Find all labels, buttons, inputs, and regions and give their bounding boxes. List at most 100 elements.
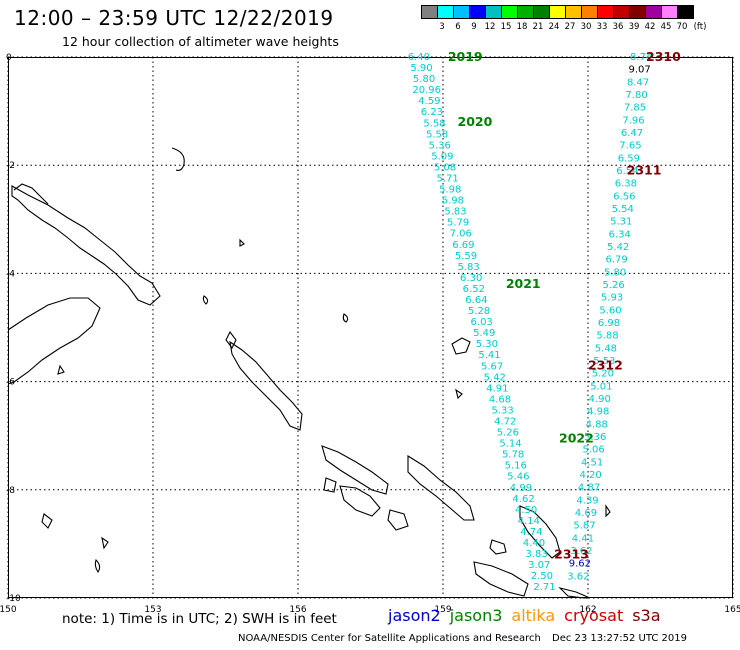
swh-value: 4.51 xyxy=(581,457,603,468)
timestamp: Dec 23 13:27:52 UTC 2019 xyxy=(552,633,687,644)
legend-unit: (ft) xyxy=(693,22,707,32)
swh-value: 5.20 xyxy=(592,369,614,380)
swh-value: 5.33 xyxy=(491,405,513,416)
swh-value: 6.54 xyxy=(616,166,638,177)
time-label: 2020 xyxy=(458,114,493,129)
swh-value: 9.62 xyxy=(569,559,591,570)
swh-value: 7.06 xyxy=(450,229,472,240)
swh-value: 5.87 xyxy=(573,521,595,532)
swh-value: 5.28 xyxy=(468,306,490,317)
swh-value: 5.58 xyxy=(426,129,448,140)
swh-value: 6.34 xyxy=(609,229,631,240)
coastline-atoll-d xyxy=(94,558,101,573)
legend-label: 45 xyxy=(660,22,672,32)
swh-value: 4.62 xyxy=(512,494,534,505)
swh-value: 4.88 xyxy=(586,419,608,430)
swh-value: 5.93 xyxy=(601,293,623,304)
coastline-choiseul xyxy=(321,445,389,495)
coastline-vella xyxy=(323,477,337,493)
legend-label: 9 xyxy=(471,22,477,32)
swh-value: 5.71 xyxy=(436,173,458,184)
swh-value: 5.16 xyxy=(505,461,527,472)
coastline-rendova xyxy=(387,509,409,531)
swh-value: 4.50 xyxy=(515,505,537,516)
swh-value: 5.06 xyxy=(583,445,605,456)
satellite-s3a: s3a xyxy=(632,606,661,625)
time-label: 2311 xyxy=(627,163,662,178)
swh-value: 2.71 xyxy=(533,582,555,593)
legend-label: 39 xyxy=(628,22,640,32)
swh-value: 6.38 xyxy=(615,179,637,190)
swh-value: 5.60 xyxy=(599,305,621,316)
coastline-atoll-c xyxy=(202,295,209,305)
swh-value: 5.31 xyxy=(610,217,632,228)
swh-value: 4.72 xyxy=(494,416,516,427)
legend-label: 15 xyxy=(500,22,512,32)
swh-value: 5.98 xyxy=(442,196,464,207)
coastline-malaita xyxy=(519,505,561,559)
swh-value: 5.49 xyxy=(473,328,495,339)
swh-value: 5.79 xyxy=(447,218,469,229)
legend-labels: 3 6 9 12 15 18 21 24 27 30 33 36 39 42 45 70 (ft) xyxy=(422,22,710,32)
coastline-islet-f xyxy=(239,238,245,247)
coastline-new-georgia xyxy=(339,485,381,517)
swh-value: 6.56 xyxy=(613,191,635,202)
swh-value: 5.14 xyxy=(499,439,521,450)
lat-tick-label: -10 xyxy=(6,594,21,604)
swh-value: 9.07 xyxy=(629,65,651,76)
swh-value: 5.26 xyxy=(602,280,624,291)
swh-value: 4.14 xyxy=(518,516,540,527)
legend-label: 30 xyxy=(580,22,592,32)
swh-value: 7.85 xyxy=(624,103,646,114)
swh-value: 5.88 xyxy=(596,331,618,342)
lon-tick-label: 153 xyxy=(144,605,161,615)
swh-value: 8.74 xyxy=(630,52,652,63)
swh-value: 7.65 xyxy=(619,141,641,152)
swh-value: 6.64 xyxy=(465,295,487,306)
satellite-cryosat: cryosat xyxy=(564,606,624,625)
swh-value: 6.69 xyxy=(452,240,474,251)
coastline-atoll-b xyxy=(342,313,349,323)
coastline-ontong-java xyxy=(451,337,471,355)
swh-value: 6.23 xyxy=(421,107,443,118)
swh-value: 4.20 xyxy=(579,470,601,481)
coastline-new-ireland xyxy=(11,185,161,306)
swh-value: 3.62 xyxy=(567,571,589,582)
time-label: 2019 xyxy=(448,49,483,64)
swh-value: 4.91 xyxy=(486,383,508,394)
legend-label: 18 xyxy=(516,22,528,32)
swh-value: 5.36 xyxy=(429,140,451,151)
coastline-islet-j xyxy=(605,504,611,518)
swh-value: 5.42 xyxy=(484,372,506,383)
swh-value: 5.67 xyxy=(481,361,503,372)
map-title: 12:00 – 23:59 UTC 12/22/2019 xyxy=(14,6,334,30)
coastline-new-ireland-north xyxy=(13,183,49,205)
swh-value: 5.46 xyxy=(507,472,529,483)
swh-value: 6.03 xyxy=(471,317,493,328)
coastline-florida-is xyxy=(489,539,507,555)
swh-value: 6.98 xyxy=(598,318,620,329)
coastline-atoll-a xyxy=(171,147,185,171)
swh-value: 5.42 xyxy=(607,242,629,253)
swh-value: 20.96 xyxy=(412,85,441,96)
axis-labels: 150 153 156 159 162 165 0 -2 -4 -6 -8 -10 xyxy=(0,53,740,615)
time-label: 2312 xyxy=(588,357,623,372)
coastline-makira xyxy=(558,586,591,599)
swh-value: 4.39 xyxy=(576,495,598,506)
coastline-santa-isabel xyxy=(407,455,475,521)
swh-value: 6.47 xyxy=(621,128,643,139)
swh-value: 4.68 xyxy=(489,394,511,405)
swh-value: 8.47 xyxy=(627,77,649,88)
swh-value: 5.90 xyxy=(410,63,432,74)
swh-value: 4.59 xyxy=(418,96,440,107)
swh-value: 5.80 xyxy=(604,267,626,278)
swh-value: 4.99 xyxy=(510,483,532,494)
swh-value: 5.54 xyxy=(612,204,634,215)
swh-value: 6.79 xyxy=(606,255,628,266)
coastline-new-britain xyxy=(7,297,101,385)
swh-value: 6.40 xyxy=(408,52,430,63)
swh-value: 3.62 xyxy=(570,546,592,557)
legend-label: 12 xyxy=(484,22,496,32)
legend-label: 24 xyxy=(548,22,560,32)
